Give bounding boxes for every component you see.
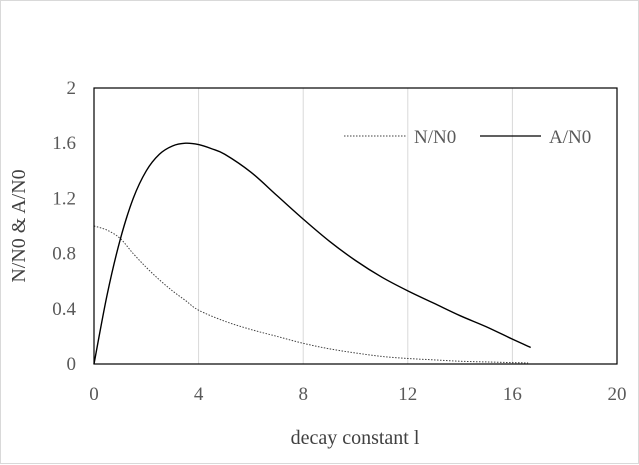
y-tick-label: 1.2	[52, 188, 76, 209]
tick-labels: 0 4 8 12 16 20 0 0.4 0.8 1.2 1.6 2	[52, 78, 626, 405]
series-line-a-n0	[93, 142, 531, 365]
y-tick-label: 0	[67, 354, 77, 375]
plot-area-border	[93, 87, 618, 365]
series-line-n-n0	[93, 225, 529, 364]
y-tick-label: 1.6	[52, 133, 76, 154]
x-tick-label: 16	[503, 384, 522, 405]
x-tick-label: 0	[89, 384, 99, 405]
y-axis-title: N/N0 & A/N0	[8, 169, 30, 282]
x-tick-label: 20	[608, 384, 627, 405]
legend-label-n-n0: N/N0	[414, 127, 456, 148]
legend: N/N0 A/N0	[344, 127, 591, 148]
x-axis-title: decay constant l	[291, 427, 420, 449]
x-tick-label: 4	[194, 384, 204, 405]
legend-label-a-n0: A/N0	[549, 127, 591, 148]
y-tick-label: 0.8	[52, 244, 76, 265]
x-tick-label: 12	[398, 384, 417, 405]
y-tick-label: 0.4	[52, 299, 76, 320]
series-lines	[93, 142, 531, 365]
grid-lines	[198, 88, 513, 364]
y-tick-label: 2	[67, 78, 77, 99]
x-tick-label: 8	[298, 384, 308, 405]
